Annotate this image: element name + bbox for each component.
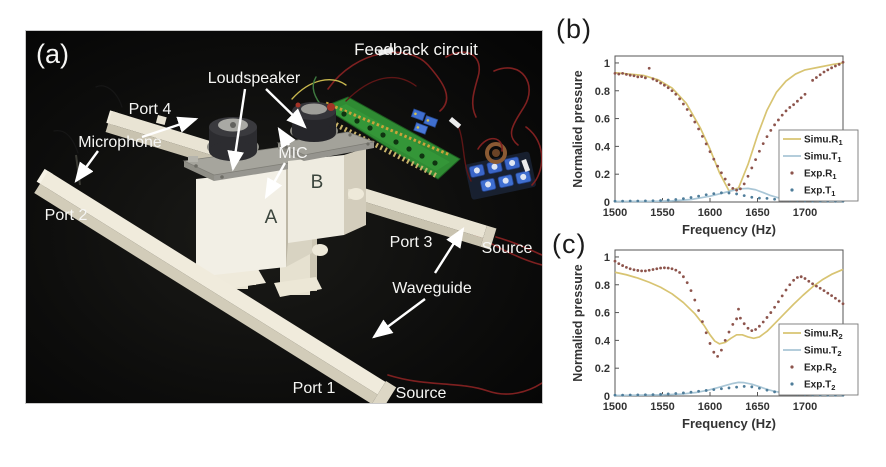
svg-text:1700: 1700 [793,207,817,219]
series-Simu.R2 [614,268,844,345]
label-cavity-b: B [311,172,324,193]
label-source-bottom: Source [396,385,447,402]
photo-labels: (a) Feedback circuit Loudspeaker Port 4 … [36,39,532,402]
svg-text:1600: 1600 [698,401,722,413]
y-axis-label: Normalied pressure [571,70,585,187]
svg-text:0: 0 [604,391,610,403]
axes: 1500 1550 1600 1650 1700 0 0.2 0.4 0.6 0.8 1 Freque… [571,55,844,237]
svg-text:0.8: 0.8 [595,86,610,98]
svg-text:1550: 1550 [650,401,674,413]
svg-text:Exp.T1: Exp.T1 [804,186,835,199]
label-cavity-a: A [265,207,278,228]
svg-text:1550: 1550 [650,207,674,219]
small-circuit-boards [410,108,439,135]
arrow-mic-up [277,126,296,149]
panel-label-c: (c) [552,229,587,259]
legend: Simu.R1 Simu.T1 Exp.R1 Exp.T1 [778,129,859,202]
pressure-chart-port1: 1500 1550 1600 1650 1700 0 0.2 0.4 0.6 0.8 1 Freque… [571,55,859,237]
loudspeaker-b [290,102,338,142]
series-Simu.R1 [614,62,844,192]
coil-inductor [485,142,507,164]
label-mic: MIC [278,145,307,162]
svg-text:1700: 1700 [793,401,817,413]
label-microphone: Microphone [78,134,162,151]
svg-text:1650: 1650 [745,401,769,413]
svg-text:0.4: 0.4 [595,141,611,153]
svg-text:1650: 1650 [745,207,769,219]
label-feedback-circuit: Feedback circuit [354,40,478,59]
label-source-right: Source [482,240,533,257]
svg-text:0.6: 0.6 [595,308,610,320]
label-waveguide: Waveguide [392,280,472,297]
axes: 1500 1550 1600 1650 1700 0 0.2 0.4 0.6 0.8 1 Freque… [571,249,844,431]
arrow-loudspeaker-a [227,88,247,172]
legend: Simu.R2 Simu.T2 Exp.R2 Exp.T2 [778,323,859,396]
experimental-setup-photo: (a) Feedback circuit Loudspeaker Port 4 … [25,30,543,404]
panel-label-a: (a) [36,39,69,69]
label-port-4: Port 4 [129,101,172,118]
series-Exp.R1 [613,60,845,192]
svg-text:Simu.T2: Simu.T2 [804,346,842,359]
front-waveguide-bar [34,168,397,403]
svg-text:Exp.R1: Exp.R1 [804,169,837,182]
label-port-1: Port 1 [293,380,336,397]
white-pegs [312,188,364,256]
svg-text:Simu.R2: Simu.R2 [804,329,843,342]
svg-text:1500: 1500 [603,401,627,413]
arrow-port1-waveguide [372,298,426,339]
arrow-mic-down [264,162,287,200]
svg-text:Simu.R1: Simu.R1 [804,135,843,148]
loudspeaker-a [207,117,259,161]
arrow-loudspeaker-b [265,88,307,129]
series-Exp.R2 [613,259,845,358]
svg-text:1500: 1500 [603,207,627,219]
port4-connector [155,115,167,126]
svg-text:0: 0 [604,197,610,209]
label-port-3: Port 3 [390,234,433,251]
arrow-port3-waveguide [433,226,465,274]
annotation-arrows [74,88,465,339]
y-axis-label: Normalied pressure [571,264,585,381]
blue-terminal-module [465,151,536,200]
svg-text:0.2: 0.2 [595,169,610,181]
svg-text:Simu.T1: Simu.T1 [804,152,842,165]
svg-text:0.2: 0.2 [595,363,610,375]
svg-text:1: 1 [604,252,610,264]
x-axis-label: Frequency (Hz) [682,416,776,431]
x-axis-label: Frequency (Hz) [682,222,776,237]
label-port-2: Port 2 [45,207,88,224]
svg-text:0.4: 0.4 [595,335,611,347]
label-loudspeaker: Loudspeaker [208,70,301,87]
pressure-chart-port2: 1500 1550 1600 1650 1700 0 0.2 0.4 0.6 0.8 1 Freque… [571,249,859,431]
svg-text:0.6: 0.6 [595,114,610,126]
arrow-microphone-port4 [141,116,199,139]
svg-text:1: 1 [604,58,610,70]
feedback-pcb [321,96,461,180]
arrow-microphone-port2 [74,150,99,183]
svg-text:1600: 1600 [698,207,722,219]
svg-text:Exp.T2: Exp.T2 [804,380,835,393]
wire-sleeves [378,47,531,172]
svg-text:0.8: 0.8 [595,280,610,292]
panel-label-b: (b) [556,14,592,44]
svg-text:Exp.R2: Exp.R2 [804,363,837,376]
